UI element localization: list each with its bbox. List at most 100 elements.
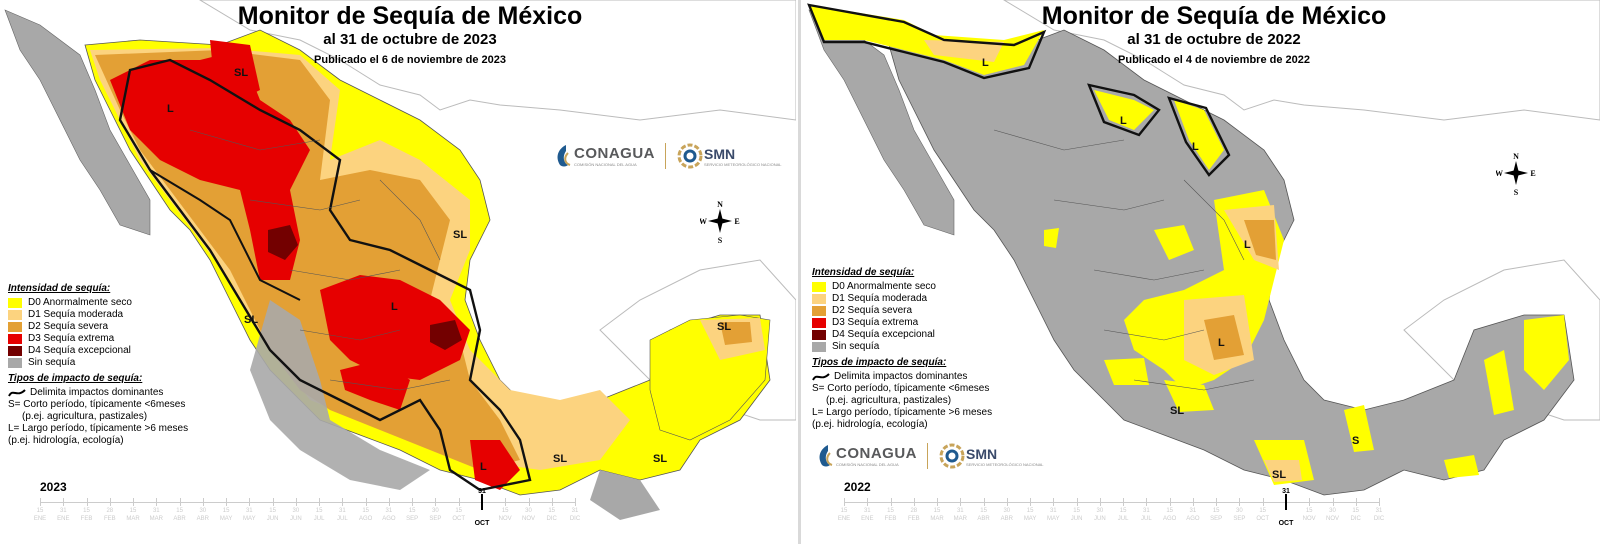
legend-item: D3 Sequía extrema (8, 333, 188, 345)
drought-legend: Intensidad de sequía: D0 Anormalmente se… (812, 266, 992, 431)
timeline-tick (1053, 498, 1055, 506)
timeline-tick (1379, 498, 1380, 506)
impact-label: L (1192, 141, 1199, 153)
timeline-month: ENE (861, 516, 874, 522)
timeline-day: 15 (1166, 508, 1174, 514)
timeline-current-marker (1285, 494, 1287, 510)
timeline-axis (40, 502, 575, 503)
timeline-day: 31 (1375, 508, 1383, 514)
logo-divider (927, 443, 928, 469)
timeline-tick (867, 498, 869, 506)
timeline-month: SEP (406, 516, 419, 522)
impact-label: L (167, 103, 174, 115)
timeline-day: 15 (1212, 508, 1220, 514)
map-subtitle: al 31 de octubre de 2022 (1127, 31, 1301, 48)
svg-text:S: S (718, 236, 723, 244)
impact-label: SL (244, 314, 258, 326)
timeline-day: 15 (1305, 508, 1313, 514)
compass-rose: N W E S (699, 198, 740, 245)
timeline-day: 15 (408, 508, 416, 514)
timeline-tick (960, 498, 962, 506)
timeline-tick (1030, 498, 1032, 506)
legend-item: Sin sequía (812, 341, 992, 353)
timeline-tick (86, 498, 88, 506)
timeline-month: DIC (1373, 516, 1385, 522)
conagua-icon (557, 145, 571, 167)
timeline-day: 15 (933, 508, 941, 514)
map-title: Monitor de Sequía de México (237, 2, 583, 30)
long-term-note: L= Largo período, típicamente >6 meses (812, 407, 993, 418)
timeline-tick (1262, 498, 1264, 506)
timeline-tick (913, 498, 915, 506)
timeline-tick (1355, 498, 1357, 506)
timeline-month: JUN (266, 516, 279, 522)
timeline-current-marker (481, 494, 483, 510)
date-timeline: 15 ENE 31 ENE 15 FEB 28 FEB 15 MAR 31 MAR 15 ABR 30 ABR… (838, 488, 1384, 534)
timeline-current-day: 31 (478, 488, 486, 495)
timeline-tick (505, 498, 507, 506)
timeline-tick (1169, 498, 1171, 506)
timeline-tick (1146, 498, 1148, 506)
timeline-day: 15 (222, 508, 230, 514)
timeline-month: ABR (173, 516, 186, 522)
timeline-tick (226, 498, 228, 506)
timeline-tick (1006, 498, 1008, 506)
legend-item: D4 Sequía excepcional (812, 329, 992, 341)
svg-text:W: W (700, 217, 707, 226)
timeline-day: 30 (1329, 508, 1336, 514)
timeline-month: SEP (429, 516, 442, 522)
timeline-tick (412, 498, 414, 506)
timeline-day: 31 (1143, 508, 1150, 514)
timeline-day: 15 (362, 508, 370, 514)
impact-label: SL (234, 67, 248, 79)
legend-item: D2 Sequía severa (8, 321, 188, 333)
timeline-tick (63, 498, 65, 506)
agency-logos: CONAGUA COMISIÓN NACIONAL DEL AGUA SMN S… (552, 142, 782, 170)
timeline-tick (1099, 498, 1101, 506)
timeline-tick (179, 498, 181, 506)
impact-header: Tipos de impacto de sequía: (812, 357, 947, 368)
timeline-month: SEP (1210, 516, 1223, 522)
timeline-month: DIC (569, 516, 581, 522)
impact-label: SL (717, 321, 731, 333)
timeline-day: 15 (176, 508, 183, 514)
timeline-day: 31 (245, 508, 253, 514)
timeline-month: FEB (80, 516, 93, 522)
timeline-month: ABR (196, 516, 209, 522)
timeline-day: 15 (129, 508, 137, 514)
short-term-note: S= Corto período, típicamente <6meses (812, 383, 990, 394)
impact-label: L (1218, 337, 1225, 349)
timeline-tick (435, 498, 437, 506)
conagua-icon (819, 445, 833, 467)
timeline-month: ENE (33, 516, 47, 522)
timeline-month: MAR (953, 516, 967, 522)
short-term-example: (p.ej. agricultura, pastizales) (22, 411, 148, 422)
timeline-month: SEP (1233, 516, 1246, 522)
timeline-day: 15 (269, 508, 276, 514)
long-term-example: (p.ej. hidrología, ecología) (812, 419, 928, 430)
timeline-day: 30 (1236, 508, 1243, 514)
timeline-month: MAR (149, 516, 163, 522)
timeline-day: 15 (548, 508, 556, 514)
timeline-day: 15 (315, 508, 323, 514)
smn-logo: SMN SERVICIO METEOROLÓGICO NACIONAL (676, 142, 782, 170)
timeline-tick (1123, 498, 1125, 506)
timeline-tick (1216, 498, 1218, 506)
timeline-day: 15 (455, 508, 463, 514)
timeline-day: 30 (199, 508, 207, 514)
timeline-current-month: OCT (474, 520, 490, 527)
timeline-tick (528, 498, 530, 506)
timeline-month: AGO (1163, 516, 1177, 522)
timeline-month: NOV (1325, 516, 1339, 522)
legend-item: D4 Sequía excepcional (8, 345, 188, 357)
timeline-tick (365, 498, 367, 506)
impact-line-legend: Delimita impactos dominantes (812, 371, 992, 383)
timeline-month: ENE (837, 516, 851, 522)
map-year: 2022 (844, 480, 871, 494)
timeline-month: MAY (1047, 516, 1060, 522)
legend-item: D0 Anormalmente seco (8, 297, 188, 309)
drought-map-2022: L L L L L SL SL S SL Monitor de Sequía d… (804, 0, 1600, 544)
timeline-day: 30 (432, 508, 439, 514)
impact-label: L (1244, 239, 1251, 251)
timeline-month: MAR (930, 516, 944, 522)
